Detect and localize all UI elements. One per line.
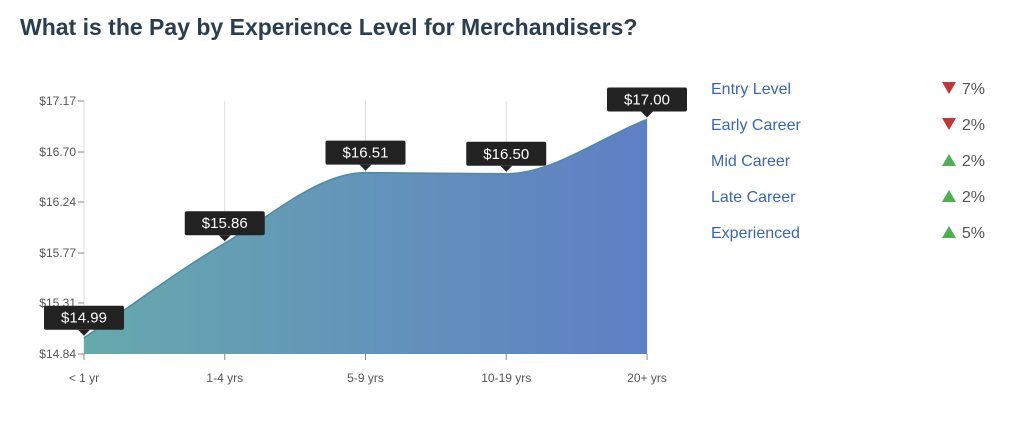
area-chart: $14.84$15.31$15.77$16.24$16.70$17.17 < 1… xyxy=(39,87,687,385)
x-tick-label: 1-4 yrs xyxy=(206,371,243,385)
legend-item-experienced[interactable]: Experienced 5% xyxy=(711,223,991,259)
data-label-text: $14.99 xyxy=(61,310,107,327)
data-label-box xyxy=(44,305,124,330)
legend-item-label[interactable]: Entry Level xyxy=(711,81,792,98)
legend-item-label[interactable]: Experienced xyxy=(711,225,800,242)
x-tick-label: 20+ yrs xyxy=(627,371,667,385)
data-label-pointer xyxy=(500,165,513,172)
arrow-up-icon xyxy=(941,225,956,238)
arrow-up-icon xyxy=(941,153,956,166)
y-tick-label: $16.24 xyxy=(39,195,76,209)
y-tick-label: $17.17 xyxy=(39,94,76,108)
legend-item-label[interactable]: Mid Career xyxy=(711,153,791,170)
data-label-box xyxy=(184,211,265,236)
data-label-text: $16.51 xyxy=(343,145,389,162)
chart-title: What is the Pay by Experience Level for … xyxy=(20,14,638,40)
experience-legend: Entry Level 7% Early Career 2% Mid Caree… xyxy=(711,79,991,259)
x-tick-label: 10-19 yrs xyxy=(481,371,531,385)
data-label-box xyxy=(325,140,406,165)
data-label: $17.00 xyxy=(607,87,687,118)
legend-item-mid-career[interactable]: Mid Career 2% xyxy=(711,151,991,187)
data-label: $16.51 xyxy=(325,140,406,171)
data-label-text: $17.00 xyxy=(624,91,670,108)
data-labels: $14.99 $15.86 $16.51 $16.50 $17.00 xyxy=(44,87,687,336)
legend-item-label[interactable]: Early Career xyxy=(711,117,801,134)
legend-item-entry-level[interactable]: Entry Level 7% xyxy=(711,79,991,115)
y-tick-label: $16.70 xyxy=(39,145,76,159)
legend-item-change: 2% xyxy=(941,115,985,137)
area-series xyxy=(84,119,647,354)
data-label-text: $16.50 xyxy=(483,146,529,163)
legend-item-change: 5% xyxy=(941,223,985,245)
legend-item-change: 2% xyxy=(941,151,985,173)
data-label-box xyxy=(607,87,687,112)
y-tick-label: $15.77 xyxy=(39,246,76,260)
data-label-text: $15.86 xyxy=(202,215,248,232)
legend-item-early-career[interactable]: Early Career 2% xyxy=(711,115,991,151)
data-label-pointer xyxy=(641,111,653,118)
arrow-down-icon xyxy=(941,81,956,94)
x-tick-label: 5-9 yrs xyxy=(347,371,384,385)
legend-item-label[interactable]: Late Career xyxy=(711,189,796,206)
data-label: $14.99 xyxy=(44,305,124,336)
data-label-pointer xyxy=(218,235,231,242)
data-label: $15.86 xyxy=(184,211,265,242)
data-label: $16.50 xyxy=(466,141,547,172)
legend-item-change: 7% xyxy=(941,79,985,101)
x-axis: < 1 yr 1-4 yrs 5-9 yrs 10-19 yrs 20+ yrs xyxy=(69,354,667,385)
legend-item-change: 2% xyxy=(941,187,985,209)
series-line xyxy=(83,118,648,339)
y-tick-label: $14.84 xyxy=(39,347,76,361)
arrow-up-icon xyxy=(941,189,956,202)
legend-item-late-career[interactable]: Late Career 2% xyxy=(711,187,991,223)
data-label-pointer xyxy=(78,329,90,336)
data-label-box xyxy=(466,141,547,166)
x-tick-label: < 1 yr xyxy=(69,371,99,385)
arrow-down-icon xyxy=(941,117,956,130)
data-label-pointer xyxy=(359,164,372,171)
